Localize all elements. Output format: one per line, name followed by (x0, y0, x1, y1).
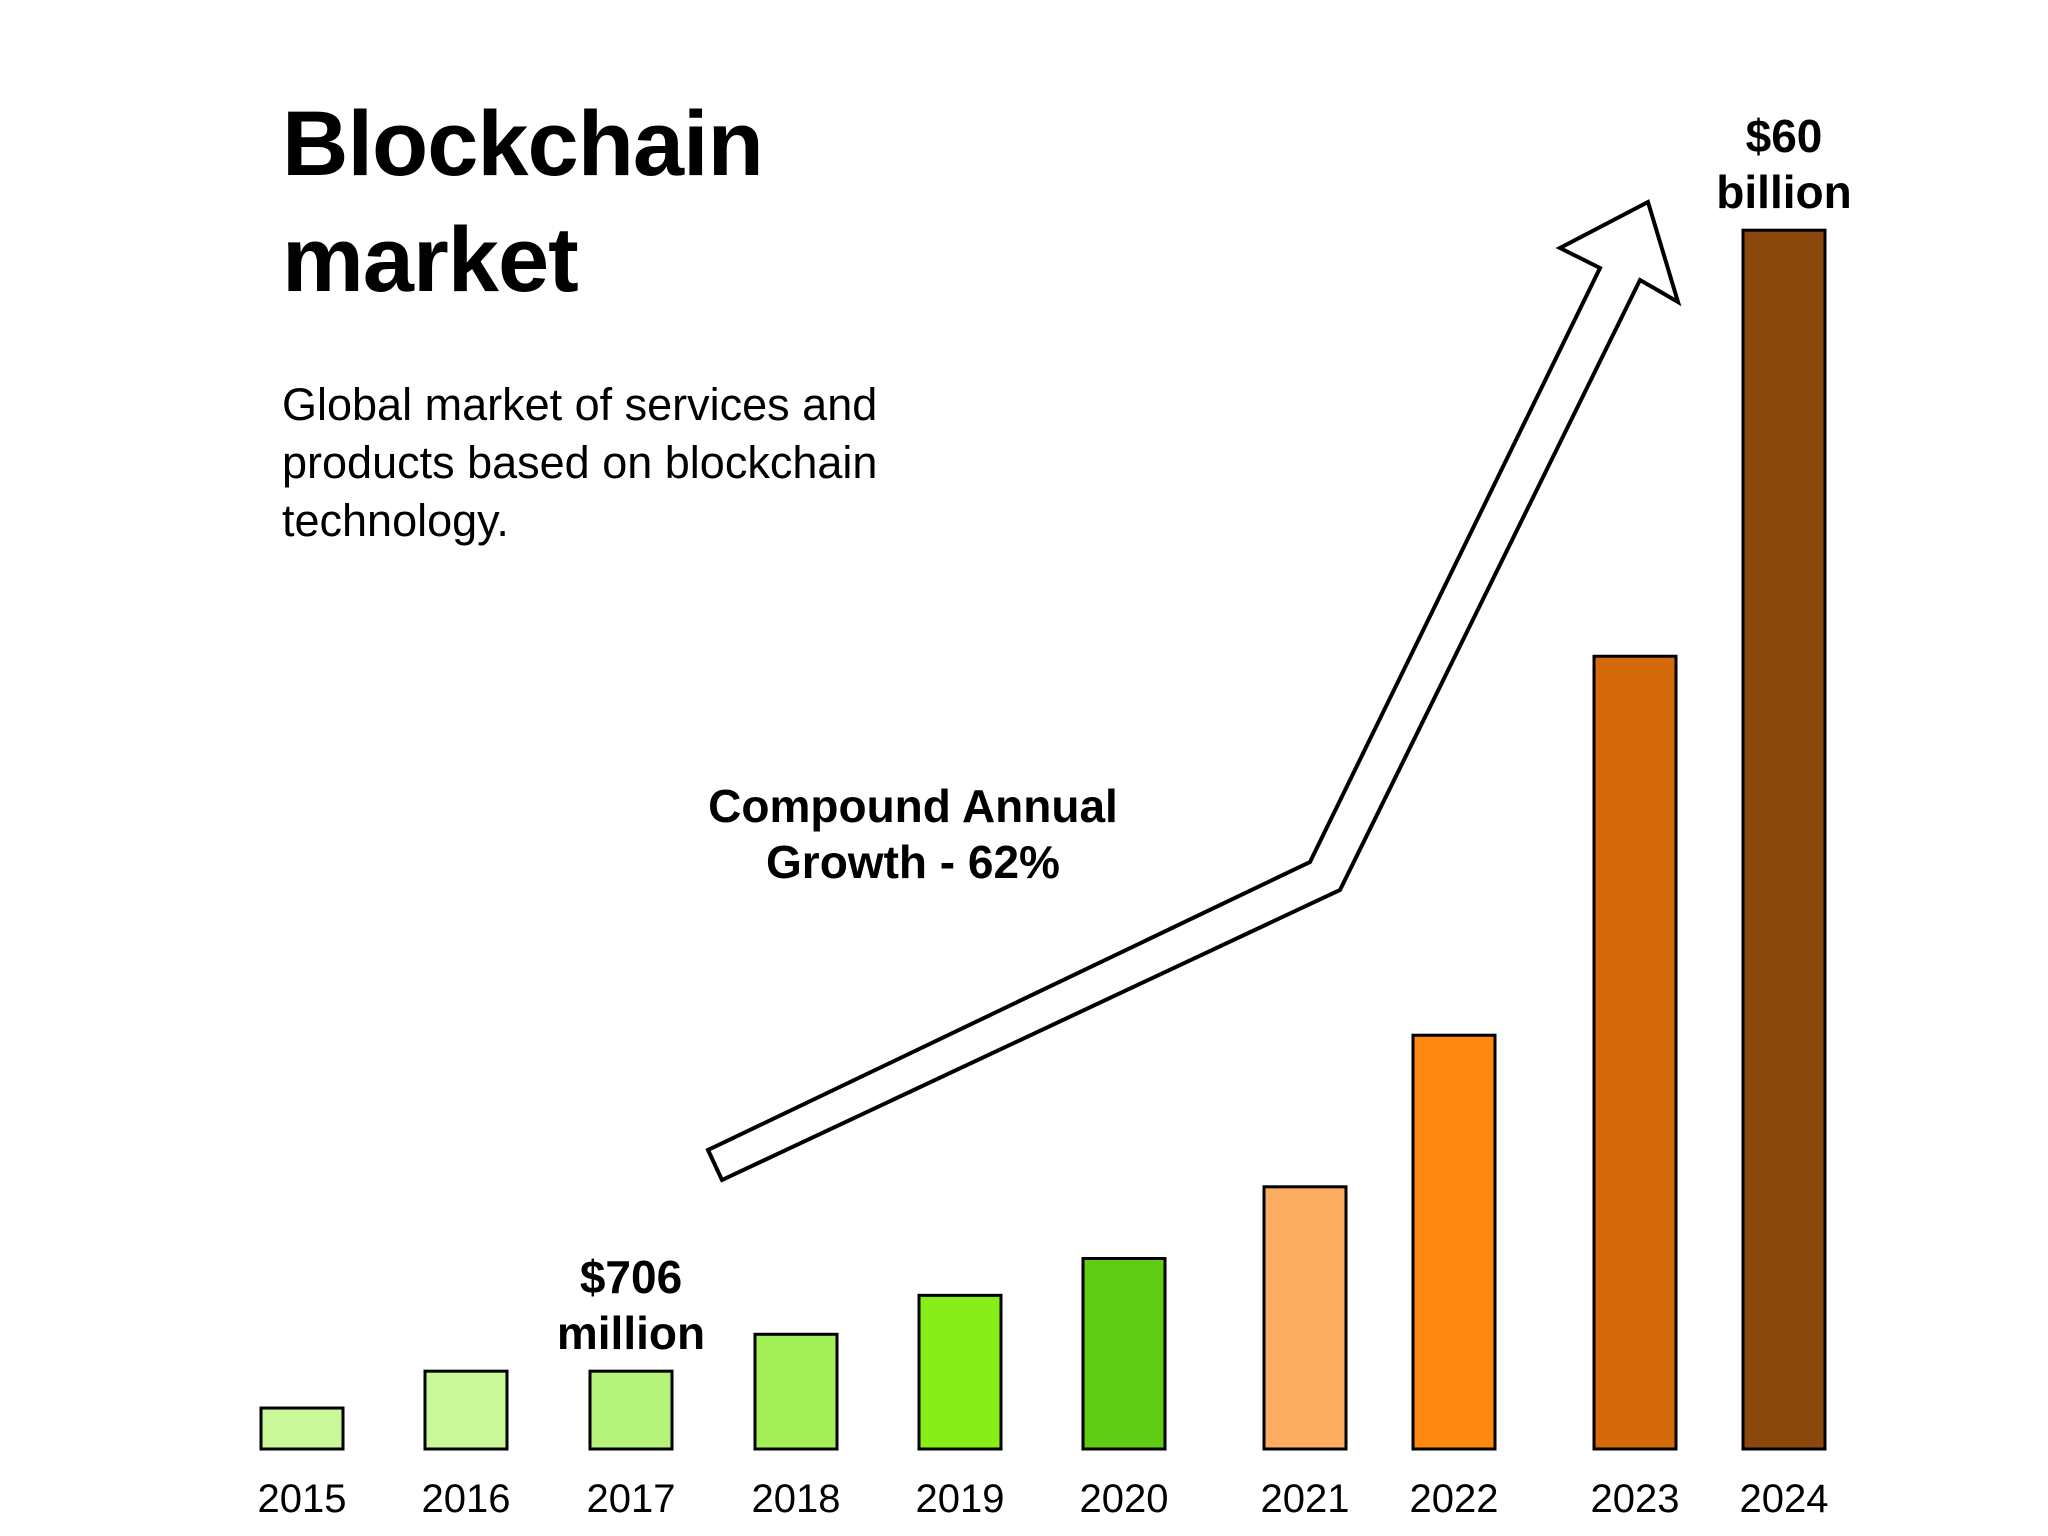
growth-arrow-icon (705, 199, 1682, 1183)
x-tick-label-2017: 2017 (587, 1477, 676, 1521)
bar-2018 (753, 1332, 839, 1451)
bar-2015 (259, 1406, 345, 1451)
x-tick-label-2021: 2021 (1261, 1477, 1350, 1521)
data-label-2024-line-1: $60 (1746, 110, 1823, 162)
bar-2024 (1741, 228, 1827, 1451)
x-tick-label-2016: 2016 (422, 1477, 511, 1521)
x-tick-label-2015: 2015 (258, 1477, 347, 1521)
bar-2019 (917, 1293, 1003, 1451)
x-tick-label-2022: 2022 (1410, 1477, 1499, 1521)
x-tick-label-2018: 2018 (752, 1477, 841, 1521)
x-tick-label-2019: 2019 (916, 1477, 1005, 1521)
growth-annotation-line-1: Compound Annual (708, 780, 1118, 832)
data-label-2017-line-2: million (557, 1307, 705, 1359)
bars-group (259, 228, 1827, 1451)
x-tick-label-2020: 2020 (1080, 1477, 1169, 1521)
x-tick-label-2023: 2023 (1591, 1477, 1680, 1521)
x-tick-label-2024: 2024 (1740, 1477, 1829, 1521)
growth-arrow-group (705, 199, 1682, 1183)
bar-2016 (423, 1369, 509, 1451)
data-label-2017-line-1: $706 (580, 1251, 682, 1303)
bar-2023 (1592, 654, 1678, 1451)
bar-2020 (1081, 1256, 1167, 1451)
bar-2022 (1411, 1033, 1497, 1451)
bar-2021 (1262, 1185, 1348, 1451)
data-label-2024-line-2: billion (1716, 166, 1851, 218)
bar-2017 (588, 1369, 674, 1451)
chart-title: Blockchain market (282, 93, 764, 311)
growth-annotation-line-2: Growth - 62% (766, 836, 1060, 888)
labels-group: 2015 2016 2017 2018 2019 2020 2021 2022 2023 2024… (258, 110, 1852, 1521)
chart-subtitle: Global market of services and products b… (282, 379, 878, 546)
